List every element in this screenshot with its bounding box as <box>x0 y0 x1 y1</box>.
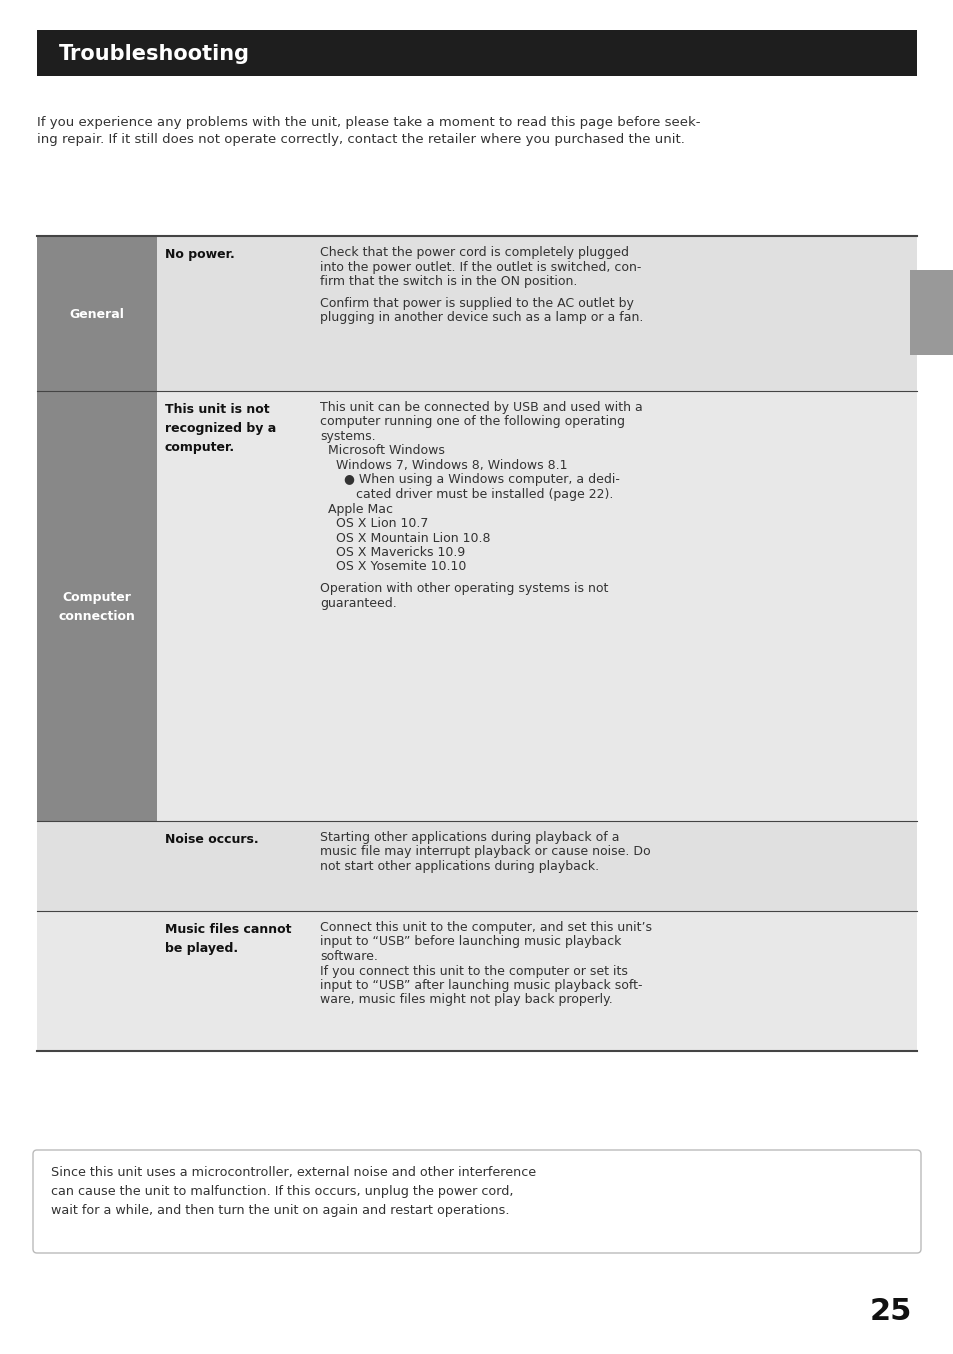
Text: guaranteed.: guaranteed. <box>319 597 396 609</box>
Text: Operation with other operating systems is not: Operation with other operating systems i… <box>319 582 608 596</box>
Text: Check that the power cord is completely plugged: Check that the power cord is completely … <box>319 246 628 259</box>
Text: General: General <box>70 307 124 321</box>
Text: ● When using a Windows computer, a dedi-: ● When using a Windows computer, a dedi- <box>319 474 619 486</box>
Bar <box>37 30 916 76</box>
Text: systems.: systems. <box>319 431 375 443</box>
Text: OS X Mavericks 10.9: OS X Mavericks 10.9 <box>319 546 465 559</box>
Text: Confirm that power is supplied to the AC outlet by: Confirm that power is supplied to the AC… <box>319 297 633 310</box>
Text: firm that the switch is in the ON position.: firm that the switch is in the ON positi… <box>319 275 577 288</box>
Bar <box>37 391 916 821</box>
Text: 25: 25 <box>869 1297 911 1326</box>
Text: No power.: No power. <box>165 248 234 261</box>
Text: Connect this unit to the computer, and set this unit’s: Connect this unit to the computer, and s… <box>319 921 651 934</box>
Text: This unit is not
recognized by a
computer.: This unit is not recognized by a compute… <box>165 403 276 454</box>
FancyBboxPatch shape <box>33 1150 920 1252</box>
Text: plugging in another device such as a lamp or a fan.: plugging in another device such as a lam… <box>319 311 642 324</box>
Bar <box>37 236 916 391</box>
Text: Computer
connection: Computer connection <box>58 590 135 623</box>
Bar <box>37 236 157 391</box>
Text: OS X Mountain Lion 10.8: OS X Mountain Lion 10.8 <box>319 532 490 544</box>
Text: If you experience any problems with the unit, please take a moment to read this : If you experience any problems with the … <box>37 116 700 129</box>
Text: ing repair. If it still does not operate correctly, contact the retailer where y: ing repair. If it still does not operate… <box>37 133 684 146</box>
Bar <box>37 391 157 821</box>
Text: Windows 7, Windows 8, Windows 8.1: Windows 7, Windows 8, Windows 8.1 <box>319 459 567 473</box>
Text: music file may interrupt playback or cause noise. Do: music file may interrupt playback or cau… <box>319 845 650 858</box>
Text: Microsoft Windows: Microsoft Windows <box>319 444 444 458</box>
Text: OS X Yosemite 10.10: OS X Yosemite 10.10 <box>319 561 466 574</box>
Text: Music files cannot
be played.: Music files cannot be played. <box>165 923 292 955</box>
Text: ware, music files might not play back properly.: ware, music files might not play back pr… <box>319 994 612 1006</box>
Text: If you connect this unit to the computer or set its: If you connect this unit to the computer… <box>319 964 627 978</box>
Text: input to “USB” before launching music playback: input to “USB” before launching music pl… <box>319 936 620 949</box>
Text: Apple Mac: Apple Mac <box>319 502 393 516</box>
Text: input to “USB” after launching music playback soft-: input to “USB” after launching music pla… <box>319 979 641 992</box>
Text: computer running one of the following operating: computer running one of the following op… <box>319 416 624 428</box>
Bar <box>37 911 916 1051</box>
Bar <box>909 269 953 355</box>
Text: Since this unit uses a microcontroller, external noise and other interference
ca: Since this unit uses a microcontroller, … <box>51 1166 536 1217</box>
Text: This unit can be connected by USB and used with a: This unit can be connected by USB and us… <box>319 401 642 414</box>
Text: cated driver must be installed (page 22).: cated driver must be installed (page 22)… <box>319 487 613 501</box>
Text: into the power outlet. If the outlet is switched, con-: into the power outlet. If the outlet is … <box>319 260 640 274</box>
Text: OS X Lion 10.7: OS X Lion 10.7 <box>319 517 428 529</box>
Bar <box>37 821 916 911</box>
Text: software.: software. <box>319 951 377 963</box>
Text: Starting other applications during playback of a: Starting other applications during playb… <box>319 831 618 844</box>
Text: Troubleshooting: Troubleshooting <box>59 43 250 64</box>
Text: Noise occurs.: Noise occurs. <box>165 833 258 846</box>
Text: not start other applications during playback.: not start other applications during play… <box>319 860 598 873</box>
